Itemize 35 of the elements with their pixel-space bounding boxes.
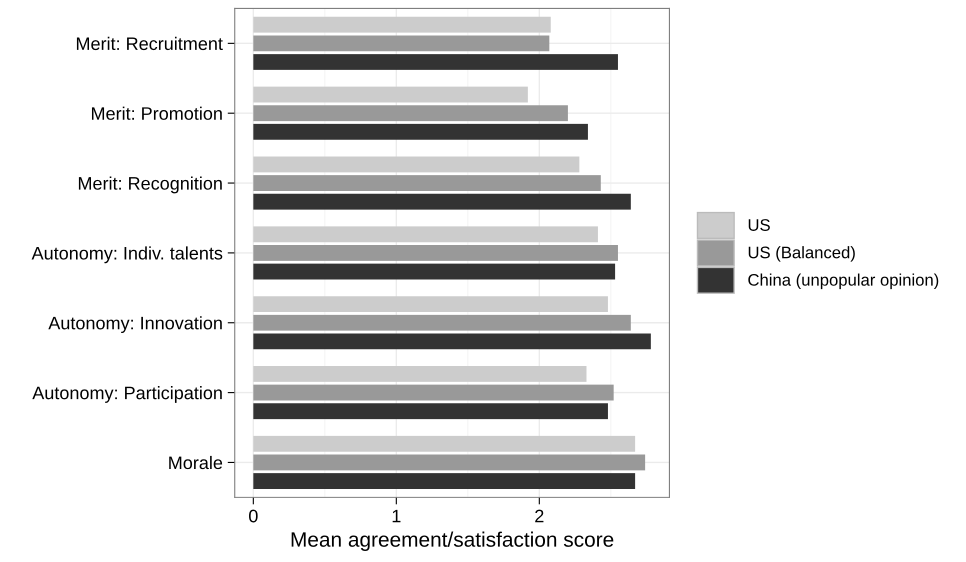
bar [253, 333, 651, 350]
legend-label: US [748, 219, 770, 231]
y-tick-label: Merit: Promotion [92, 106, 222, 120]
x-tick-label: 1 [392, 510, 400, 522]
bar [253, 16, 551, 33]
x-tick-label: 0 [249, 510, 258, 522]
bar [253, 175, 601, 191]
bar [253, 86, 528, 102]
legend-label: US (Balanced) [748, 246, 855, 262]
bar [253, 54, 618, 70]
bar [253, 226, 598, 242]
bar [253, 436, 636, 452]
bar [253, 264, 616, 280]
bar [253, 156, 580, 172]
bar [253, 124, 588, 140]
bar [253, 105, 568, 122]
y-tick-label: Morale [169, 456, 222, 470]
bar [253, 384, 614, 401]
bar [253, 194, 631, 210]
bar [253, 366, 586, 382]
y-tick-label: Autonomy: Indiv. talents [32, 246, 222, 264]
bar [253, 314, 631, 331]
x-tick-label: 2 [535, 510, 544, 522]
bar [253, 296, 608, 312]
bar [253, 454, 646, 470]
legend-label: China (unpopular opinion) [748, 274, 938, 290]
x-axis-title: Mean agreement/satisfaction score [292, 532, 614, 551]
bar [253, 473, 636, 489]
y-tick-label: Autonomy: Innovation [48, 316, 222, 334]
y-tick-label: Merit: Recognition [78, 176, 222, 194]
bar [253, 244, 618, 261]
bar [253, 403, 608, 420]
bar [253, 35, 550, 52]
y-tick-label: Merit: Recruitment [76, 36, 223, 50]
y-tick-label: Autonomy: Participation [32, 386, 222, 403]
